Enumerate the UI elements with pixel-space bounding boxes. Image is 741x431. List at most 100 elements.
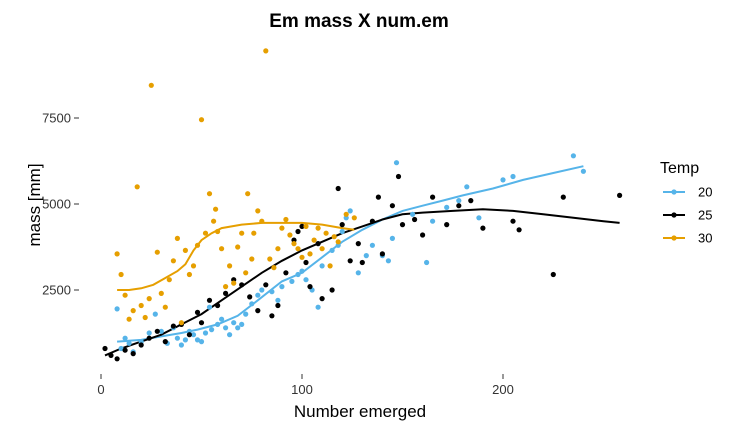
data-point-25: [263, 282, 269, 288]
data-point-25: [194, 309, 201, 315]
data-point-20: [178, 342, 184, 348]
data-point-30: [146, 296, 152, 302]
data-point-25: [186, 332, 192, 338]
data-point-30: [162, 304, 168, 310]
data-point-30: [219, 246, 225, 252]
data-point-30: [194, 242, 201, 248]
data-point-25: [303, 259, 309, 266]
data-point-25: [395, 173, 402, 180]
x-tick-label: 200: [492, 382, 514, 397]
data-point-30: [130, 308, 136, 314]
data-point-20: [369, 242, 375, 248]
legend-label: 25: [698, 208, 712, 223]
y-axis: 2500 5000 7500: [42, 111, 79, 298]
data-point-20: [279, 284, 285, 290]
smooth-line-20: [117, 165, 584, 343]
data-point-20: [122, 335, 128, 341]
data-point-30: [114, 251, 120, 257]
data-point-30: [178, 320, 184, 326]
data-point-20: [231, 320, 237, 326]
data-point-25: [339, 222, 345, 228]
data-point-30: [211, 218, 217, 224]
data-point-25: [198, 320, 205, 326]
data-point-30: [287, 232, 293, 238]
data-point-20: [570, 153, 577, 159]
data-point-25: [369, 218, 375, 224]
data-point-25: [389, 203, 395, 209]
data-point-20: [393, 160, 400, 166]
data-points: [102, 48, 623, 362]
data-point-20: [239, 321, 245, 327]
data-point-20: [174, 335, 180, 341]
data-point-30: [315, 225, 321, 231]
data-point-20: [275, 297, 281, 303]
data-point-25: [138, 342, 144, 348]
data-point-20: [194, 337, 201, 343]
data-point-30: [134, 184, 140, 190]
data-point-25: [456, 203, 462, 209]
data-point-25: [550, 271, 556, 278]
data-point-30: [295, 246, 301, 252]
legend: Temp 20 25 30: [660, 160, 712, 246]
y-axis-title: mass [mm]: [25, 163, 44, 246]
data-point-30: [213, 206, 219, 212]
data-point-30: [267, 256, 273, 262]
data-point-25: [239, 282, 245, 288]
data-point-30: [283, 216, 289, 223]
data-point-30: [291, 241, 297, 247]
data-point-20: [329, 247, 335, 253]
data-point-30: [198, 117, 205, 123]
data-point-30: [249, 256, 255, 262]
data-point-20: [339, 228, 345, 235]
data-point-25: [269, 313, 275, 319]
data-point-25: [108, 352, 114, 358]
data-point-20: [299, 268, 305, 274]
data-point-25: [355, 241, 361, 247]
data-point-30: [223, 284, 229, 290]
data-point-25: [375, 194, 381, 200]
data-point-25: [170, 323, 176, 329]
data-point-20: [385, 258, 391, 264]
data-point-20: [430, 218, 436, 224]
data-point-20: [255, 292, 261, 298]
y-tick-label: 7500: [42, 111, 71, 126]
data-point-25: [347, 258, 353, 264]
data-point-30: [170, 258, 176, 264]
data-point-20: [444, 204, 450, 210]
data-point-20: [182, 337, 188, 343]
data-point-30: [235, 244, 241, 250]
x-tick-label: 0: [97, 382, 104, 397]
data-point-20: [114, 306, 120, 312]
data-point-25: [379, 251, 385, 257]
data-point-20: [580, 168, 587, 174]
data-point-25: [299, 223, 305, 229]
data-point-20: [118, 345, 124, 352]
data-point-20: [235, 325, 241, 331]
smooth-line-30: [117, 221, 355, 291]
data-point-30: [190, 263, 197, 269]
data-point-30: [154, 249, 160, 255]
data-point-30: [158, 290, 164, 296]
data-point-25: [223, 290, 229, 296]
data-point-20: [243, 311, 249, 317]
data-point-25: [335, 185, 341, 192]
y-tick-label: 2500: [42, 283, 71, 298]
data-point-25: [420, 232, 426, 238]
data-point-20: [249, 301, 255, 307]
data-point-25: [130, 351, 136, 357]
data-point-20: [202, 330, 209, 336]
data-point-30: [227, 263, 233, 269]
legend-label: 20: [698, 185, 712, 200]
data-point-30: [323, 230, 329, 236]
data-point-20: [424, 259, 430, 266]
data-point-20: [206, 304, 213, 310]
data-point-25: [206, 297, 213, 303]
legend-title: Temp: [660, 160, 699, 177]
plot-area: 2500 5000 7500 0 100 200: [42, 48, 623, 397]
data-point-25: [283, 270, 289, 276]
data-point-30: [299, 254, 305, 260]
data-point-30: [243, 270, 249, 276]
data-point-30: [166, 277, 172, 283]
x-axis: 0 100 200: [97, 374, 514, 397]
